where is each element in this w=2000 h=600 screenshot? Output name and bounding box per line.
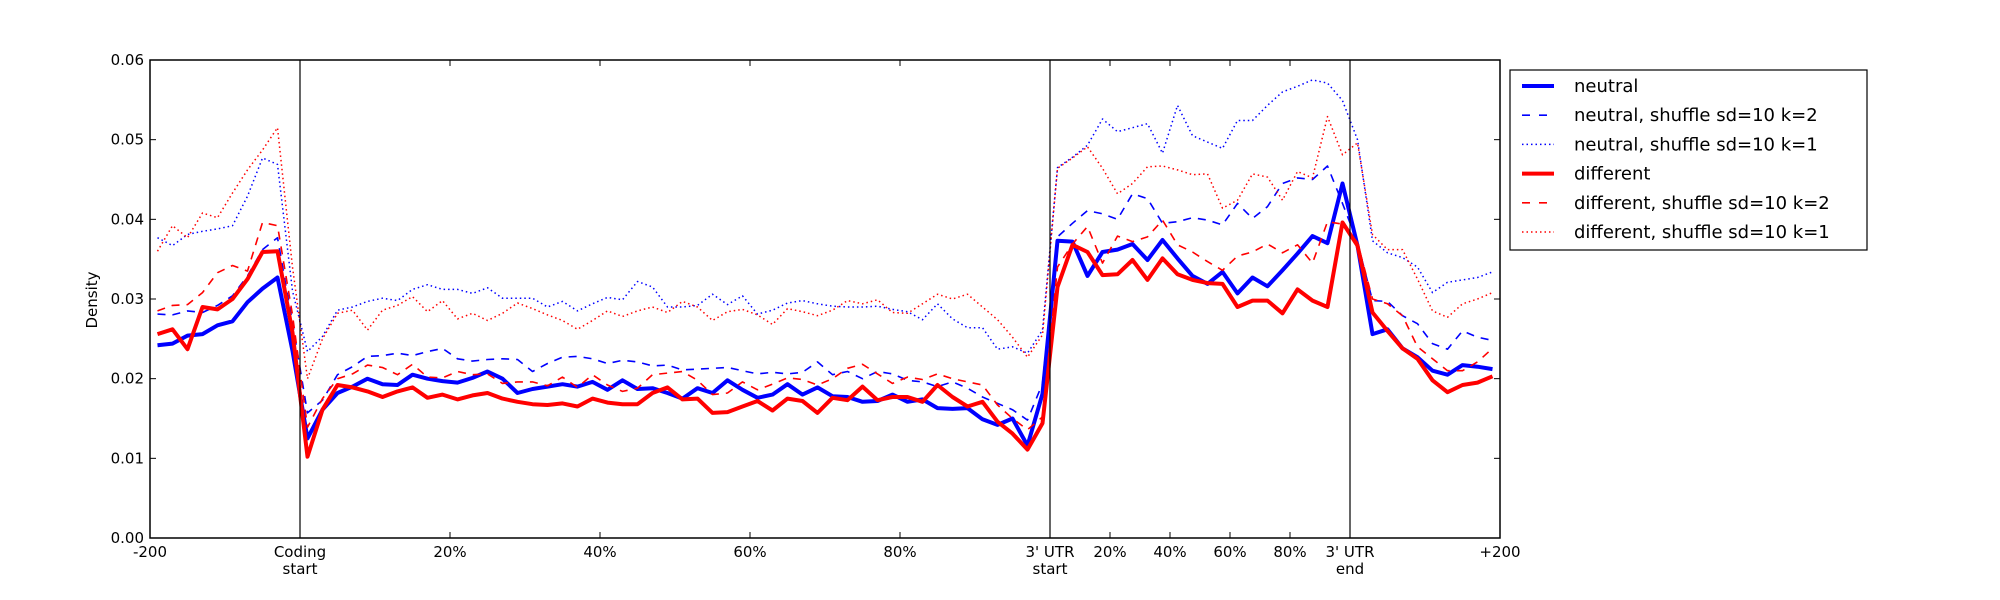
x-tick-label: 80% bbox=[1273, 543, 1306, 561]
x-tick-label: 20% bbox=[1093, 543, 1126, 561]
y-tick-label: 0.03 bbox=[111, 290, 144, 308]
legend-label-5: different, shuffle sd=10 k=1 bbox=[1574, 222, 1830, 243]
axis-ticks: 0.000.010.020.030.040.050.06-200 Codingst… bbox=[111, 51, 1521, 578]
y-tick-label: 0.05 bbox=[111, 131, 144, 149]
legend: neutral neutral, shuffle sd=10 k=2 neutral… bbox=[1509, 69, 1868, 251]
y-tick-label: 0.01 bbox=[111, 449, 144, 467]
legend-box bbox=[1509, 69, 1868, 251]
series-line-5 bbox=[156, 115, 1493, 380]
y-tick-label: 0.00 bbox=[111, 529, 144, 547]
legend-label-2: neutral, shuffle sd=10 k=1 bbox=[1574, 134, 1818, 155]
x-tick-label-line2: start bbox=[283, 560, 318, 578]
legend-label-1: neutral, shuffle sd=10 k=2 bbox=[1574, 105, 1818, 126]
x-tick-label: 20% bbox=[433, 543, 466, 561]
x-tick-label: 60% bbox=[1213, 543, 1246, 561]
x-tick-label-line2: start bbox=[1033, 560, 1068, 578]
series-line-1 bbox=[157, 165, 1493, 421]
legend-entries: neutral neutral, shuffle sd=10 k=2 neutral… bbox=[1522, 76, 1830, 243]
plot-frame bbox=[149, 59, 1501, 539]
x-tick-label: 40% bbox=[1153, 543, 1186, 561]
y-tick-label: 0.02 bbox=[111, 370, 144, 388]
x-tick-label: +200 bbox=[1479, 543, 1520, 561]
series-line-3 bbox=[156, 220, 1494, 459]
x-tick-label: -200 bbox=[133, 543, 167, 561]
y-tick-label: 0.06 bbox=[111, 51, 144, 69]
legend-label-0: neutral bbox=[1574, 76, 1638, 97]
x-tick-label: 3' UTR bbox=[1026, 543, 1075, 561]
series-line-4 bbox=[157, 219, 1494, 431]
segment-boundaries bbox=[299, 60, 1351, 538]
x-tick-label: 80% bbox=[883, 543, 916, 561]
x-tick-label: 40% bbox=[583, 543, 616, 561]
x-tick-label-line2: end bbox=[1336, 560, 1364, 578]
series-layer bbox=[156, 79, 1494, 459]
y-axis-label: Density bbox=[83, 271, 101, 328]
legend-label-4: different, shuffle sd=10 k=2 bbox=[1574, 193, 1830, 214]
series-line-0 bbox=[157, 181, 1493, 448]
y-tick-label: 0.04 bbox=[111, 210, 144, 228]
x-tick-label: 3' UTR bbox=[1326, 543, 1375, 561]
x-tick-label: Coding bbox=[274, 543, 326, 561]
legend-label-3: different bbox=[1574, 164, 1650, 185]
x-tick-label: 60% bbox=[733, 543, 766, 561]
